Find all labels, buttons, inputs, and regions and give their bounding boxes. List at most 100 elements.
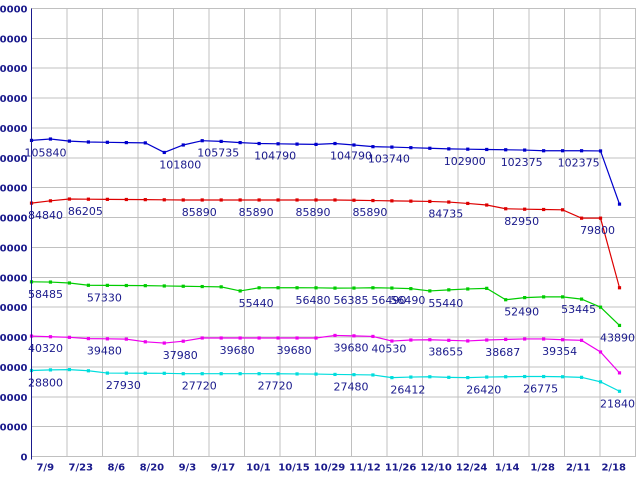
data-point-marker	[371, 198, 375, 203]
data-point-marker	[276, 198, 280, 202]
data-point-marker	[409, 375, 413, 379]
x-axis-tick-label: 7/23	[69, 463, 94, 474]
y-axis-tick-label: 140000	[0, 34, 28, 45]
data-point-marker	[276, 372, 280, 376]
data-point-marker	[48, 137, 53, 141]
data-point-marker	[617, 286, 622, 290]
data-point-marker	[238, 336, 242, 340]
data-point-marker	[485, 147, 489, 152]
data-point-marker	[504, 148, 508, 152]
grid-layer	[31, 8, 636, 457]
data-point-marker	[352, 143, 356, 147]
data-point-value-label: 39680	[277, 344, 312, 357]
data-point-marker	[143, 340, 147, 344]
data-point-marker	[617, 389, 622, 393]
data-point-marker	[617, 323, 622, 328]
data-point-marker	[352, 198, 356, 202]
data-point-marker	[67, 335, 72, 339]
data-point-value-label: 102900	[444, 155, 486, 168]
data-point-marker	[542, 337, 546, 341]
data-point-marker	[219, 336, 223, 340]
data-point-marker	[428, 289, 432, 293]
data-point-marker	[560, 295, 565, 299]
data-point-marker	[162, 341, 166, 345]
data-point-marker	[466, 147, 470, 151]
data-point-marker	[504, 337, 508, 342]
series-line	[31, 138, 621, 205]
data-point-marker	[143, 284, 147, 288]
data-point-value-label: 101800	[159, 158, 201, 171]
data-point-marker	[409, 338, 413, 342]
data-point-marker	[200, 139, 204, 143]
x-axis-tick-label: 10/29	[314, 463, 346, 474]
x-axis-tick-label: 12/10	[420, 463, 452, 474]
data-point-marker	[579, 375, 584, 379]
data-point-marker	[238, 198, 242, 202]
data-point-marker	[371, 373, 375, 377]
data-point-marker	[579, 149, 584, 153]
data-point-marker	[238, 372, 242, 376]
data-point-marker	[238, 289, 242, 293]
data-point-value-label: 37980	[163, 349, 198, 362]
data-point-value-label: 28800	[28, 376, 63, 389]
data-point-marker	[105, 371, 109, 375]
data-point-marker	[466, 201, 470, 206]
y-axis-tick-label: 60000	[0, 273, 28, 284]
data-point-marker	[598, 149, 603, 153]
data-point-marker	[48, 335, 53, 339]
data-point-marker	[504, 298, 508, 302]
data-point-marker	[124, 141, 128, 145]
data-point-marker	[48, 199, 53, 203]
data-point-marker	[523, 374, 527, 379]
series-cyan-series	[29, 367, 622, 393]
x-axis-tick-label: 11/12	[349, 463, 381, 474]
data-point-value-label: 55440	[428, 297, 463, 310]
x-axis-labels: 7/9 7/23 8/6 8/20 9/3 9/17 10/1 10/15 10/29 11/12…	[36, 463, 626, 474]
data-point-marker	[86, 197, 91, 201]
data-point-marker	[257, 286, 261, 290]
y-axis-tick-label: 90000	[0, 184, 28, 195]
data-point-marker	[162, 371, 166, 375]
series-layer	[29, 137, 622, 393]
data-point-marker	[371, 145, 375, 149]
x-axis-tick-label: 9/17	[211, 463, 236, 474]
data-point-marker	[466, 339, 470, 343]
series-line	[31, 198, 621, 288]
data-point-value-label: 39680	[333, 341, 368, 354]
data-point-marker	[352, 286, 356, 290]
data-point-marker	[314, 142, 318, 146]
data-point-value-label: 102375	[501, 156, 543, 169]
data-point-marker	[485, 338, 489, 342]
data-point-marker	[390, 145, 394, 149]
data-point-marker	[560, 208, 565, 212]
data-point-value-label: 57330	[87, 291, 122, 304]
y-axis-labels: 1500001400001300001200001100001000009000…	[0, 5, 28, 464]
data-point-marker	[48, 368, 53, 372]
data-point-value-label: 85890	[296, 206, 331, 219]
data-point-marker	[86, 369, 91, 373]
data-point-value-label: 55440	[239, 297, 274, 310]
data-point-marker	[86, 336, 91, 341]
y-axis-tick-label: 50000	[0, 303, 28, 314]
data-point-marker	[105, 283, 109, 287]
data-point-marker	[617, 202, 622, 206]
x-axis-tick-label: 12/24	[456, 463, 488, 474]
data-point-marker	[276, 286, 280, 290]
data-point-marker	[409, 287, 413, 291]
data-point-marker	[257, 336, 261, 340]
data-point-marker	[542, 207, 546, 212]
data-point-marker	[105, 140, 109, 144]
data-point-marker	[447, 200, 451, 204]
data-point-marker	[124, 371, 128, 375]
data-point-value-label: 26412	[390, 384, 425, 397]
x-axis-tick-label: 2/11	[566, 463, 591, 474]
data-point-marker	[295, 336, 299, 340]
data-point-value-label: 104790	[330, 150, 372, 163]
data-point-value-label: 56490	[390, 294, 425, 307]
data-point-marker	[105, 337, 109, 341]
data-point-marker	[447, 338, 451, 342]
data-point-value-label: 53445	[561, 303, 596, 316]
data-point-marker	[352, 334, 356, 338]
data-point-marker	[390, 339, 394, 343]
data-point-marker	[579, 297, 584, 301]
